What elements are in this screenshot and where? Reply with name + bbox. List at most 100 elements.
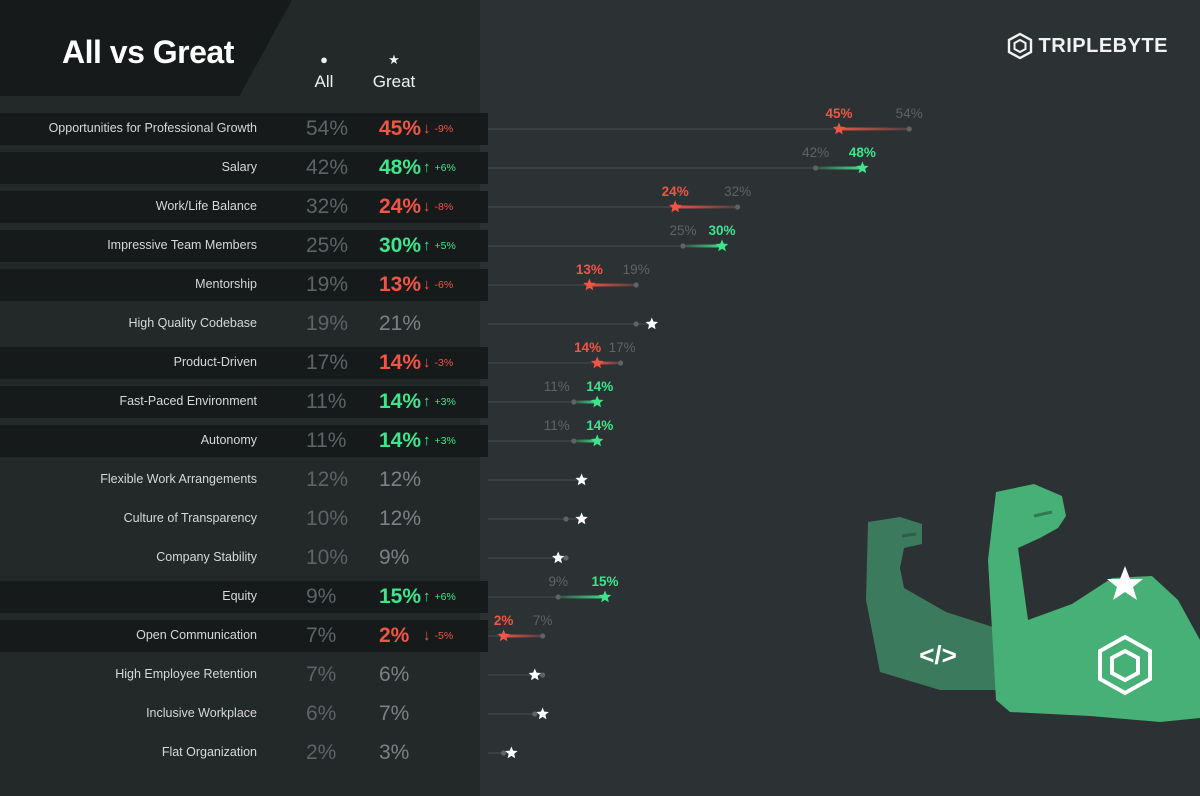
all-value: 2% — [306, 741, 337, 764]
great-value: 14% — [379, 429, 422, 452]
delta-badge: ↓ -6% — [423, 276, 453, 293]
change-bar — [573, 439, 598, 443]
great-column-header: ★ Great — [354, 50, 434, 92]
great-data-label: 14% — [586, 379, 613, 394]
all-data-label: 11% — [544, 418, 570, 433]
arrow-up-icon: ↑ — [423, 159, 431, 176]
great-star — [715, 239, 729, 252]
delta-value: +5% — [434, 239, 456, 252]
dot-icon: ● — [320, 52, 328, 67]
delta-badge: ↑ +6% — [423, 588, 456, 605]
delta-value: -9% — [434, 122, 454, 135]
all-dot — [571, 399, 577, 405]
triplebyte-cube-icon — [1007, 32, 1032, 60]
all-dot — [571, 438, 577, 444]
all-dot — [633, 282, 639, 288]
table-row: Autonomy 11% 14% ↑ +3% — [0, 425, 488, 457]
great-data-label: 14% — [586, 418, 613, 433]
table-row: Impressive Team Members 25% 30% ↑ +5% — [0, 230, 488, 262]
arrow-up-icon: ↑ — [423, 237, 431, 254]
all-column-label: All — [314, 72, 334, 91]
delta-badge: ↓ -9% — [423, 120, 453, 137]
great-star — [528, 668, 541, 681]
row-label: Work/Life Balance — [155, 199, 257, 213]
delta-value: +6% — [434, 590, 456, 603]
table-row: Equity 9% 15% ↑ +6% — [0, 581, 488, 613]
all-value: 19% — [306, 273, 349, 296]
change-bar — [597, 361, 621, 365]
row-label: Open Communication — [136, 628, 257, 642]
all-value: 25% — [306, 234, 349, 257]
all-dot — [633, 321, 639, 327]
great-star — [591, 395, 604, 408]
all-dot — [540, 672, 546, 678]
all-dot — [563, 516, 569, 522]
row-label: Equity — [222, 589, 257, 603]
back-arm — [866, 517, 1000, 690]
table-row: High Employee Retention 7% 6% — [0, 659, 488, 691]
great-value: 24% — [379, 195, 422, 218]
delta-badge: ↓ -3% — [423, 354, 453, 371]
all-data-label: 11% — [544, 379, 570, 394]
table-row: Company Stability 10% 9% — [0, 542, 488, 574]
delta-badge: ↑ +3% — [423, 432, 456, 449]
great-data-label: 14% — [574, 340, 601, 355]
row-label: Inclusive Workplace — [146, 706, 257, 720]
row-label: Company Stability — [156, 550, 257, 564]
row-label: Salary — [221, 160, 257, 174]
arrow-down-icon: ↓ — [423, 627, 431, 644]
all-data-label: 42% — [802, 145, 829, 160]
code-icon: </> — [919, 640, 957, 670]
all-value: 10% — [306, 546, 349, 569]
row-label: High Employee Retention — [115, 667, 257, 681]
table-row: Opportunities for Professional Growth 54%… — [0, 113, 488, 145]
all-data-label: 7% — [533, 613, 553, 628]
delta-value: -6% — [434, 278, 454, 291]
great-star — [575, 473, 588, 486]
all-data-label: 19% — [623, 262, 650, 277]
all-value: 6% — [306, 702, 337, 725]
all-data-label: 32% — [724, 184, 751, 199]
back-arm-finger-line — [901, 532, 917, 538]
great-star — [645, 317, 658, 330]
great-value: 14% — [379, 390, 422, 413]
cube-emblem-icon — [1098, 634, 1152, 696]
all-dot — [555, 594, 561, 600]
all-value: 12% — [306, 468, 349, 491]
all-value: 42% — [306, 156, 349, 179]
all-dot — [618, 360, 624, 366]
brand-logo: TRIPLEBYTE — [1007, 32, 1168, 60]
delta-value: +6% — [434, 161, 456, 174]
row-label: High Quality Codebase — [128, 316, 257, 330]
arrow-down-icon: ↓ — [423, 276, 431, 293]
star-icon: ★ — [388, 52, 400, 67]
all-data-label: 9% — [548, 574, 568, 589]
great-star — [505, 746, 518, 759]
row-label: Product-Driven — [173, 355, 257, 369]
table-row: Inclusive Workplace 6% 7% — [0, 698, 488, 730]
great-value: 21% — [379, 312, 422, 335]
brand-name: TRIPLEBYTE — [1038, 34, 1168, 57]
great-value: 30% — [379, 234, 422, 257]
change-bar — [675, 205, 738, 209]
all-value: 11% — [306, 429, 347, 452]
row-label: Flexible Work Arrangements — [100, 472, 257, 486]
all-data-label: 54% — [896, 106, 923, 121]
delta-value: -3% — [434, 356, 454, 369]
table-row: Salary 42% 48% ↑ +6% — [0, 152, 488, 184]
great-star — [536, 707, 549, 720]
great-data-label: 2% — [494, 613, 514, 628]
all-column-header: ● All — [284, 50, 364, 92]
title-tab — [0, 0, 292, 96]
delta-badge: ↑ +5% — [423, 237, 456, 254]
change-bar — [815, 166, 863, 170]
change-bar — [683, 244, 722, 248]
table-row: High Quality Codebase 19% 21% — [0, 308, 488, 340]
row-label: Fast-Paced Environment — [119, 394, 257, 408]
great-star-icon — [1107, 566, 1143, 600]
delta-badge: ↑ +6% — [423, 159, 456, 176]
all-value: 7% — [306, 624, 337, 647]
row-label: Autonomy — [200, 433, 257, 447]
great-star — [856, 161, 869, 174]
great-data-label: 13% — [576, 262, 603, 277]
